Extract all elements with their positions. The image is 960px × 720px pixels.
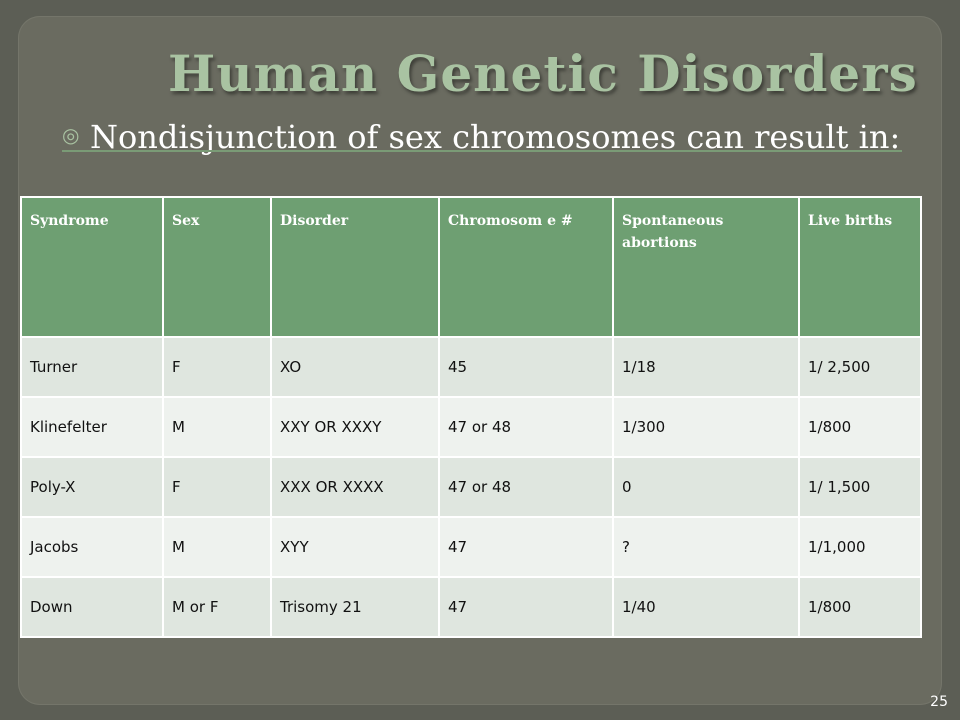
cell-spontaneous-abortions: ? (612, 516, 800, 578)
cell-disorder: XXX OR XXXX (270, 456, 440, 518)
target-bullet-icon: ◎ (62, 123, 80, 147)
table-row: Poly-X F XXX OR XXXX 47 or 48 0 1/ 1,500 (20, 456, 922, 518)
bullet-text: Nondisjunction of sex chromosomes can re… (90, 118, 901, 156)
cell-chromosome-number: 47 or 48 (438, 456, 614, 518)
cell-syndrome: Turner (20, 336, 164, 398)
header-live-births: Live births (798, 196, 922, 338)
cell-sex: M or F (162, 576, 272, 638)
cell-syndrome: Jacobs (20, 516, 164, 578)
header-disorder: Disorder (270, 196, 440, 338)
page-number: 25 (930, 694, 948, 710)
cell-spontaneous-abortions: 1/18 (612, 336, 800, 398)
cell-sex: M (162, 396, 272, 458)
cell-live-births: 1/ 1,500 (798, 456, 922, 518)
cell-disorder: Trisomy 21 (270, 576, 440, 638)
cell-spontaneous-abortions: 0 (612, 456, 800, 518)
cell-chromosome-number: 47 (438, 576, 614, 638)
header-sex: Sex (162, 196, 272, 338)
cell-chromosome-number: 45 (438, 336, 614, 398)
title-divider (62, 150, 902, 152)
slide-title: Human Genetic Disorders (168, 44, 918, 103)
disorders-table: Syndrome Sex Disorder Chromosom e # Spon… (20, 196, 922, 638)
cell-sex: F (162, 456, 272, 518)
cell-spontaneous-abortions: 1/300 (612, 396, 800, 458)
header-syndrome: Syndrome (20, 196, 164, 338)
cell-chromosome-number: 47 or 48 (438, 396, 614, 458)
table-row: Down M or F Trisomy 21 47 1/40 1/800 (20, 576, 922, 638)
cell-disorder: XXY OR XXXY (270, 396, 440, 458)
cell-syndrome: Klinefelter (20, 396, 164, 458)
bullet-point: ◎ Nondisjunction of sex chromosomes can r… (62, 108, 902, 164)
header-spontaneous-abortions: Spontaneous abortions (612, 196, 800, 338)
cell-syndrome: Down (20, 576, 164, 638)
table-row: Jacobs M XYY 47 ? 1/1,000 (20, 516, 922, 578)
cell-live-births: 1/1,000 (798, 516, 922, 578)
cell-disorder: XYY (270, 516, 440, 578)
cell-sex: F (162, 336, 272, 398)
header-chromosome-number: Chromosom e # (438, 196, 614, 338)
cell-live-births: 1/ 2,500 (798, 336, 922, 398)
cell-sex: M (162, 516, 272, 578)
table-header-row: Syndrome Sex Disorder Chromosom e # Spon… (20, 196, 922, 338)
cell-live-births: 1/800 (798, 396, 922, 458)
cell-disorder: XO (270, 336, 440, 398)
cell-syndrome: Poly-X (20, 456, 164, 518)
table-row: Turner F XO 45 1/18 1/ 2,500 (20, 336, 922, 398)
cell-spontaneous-abortions: 1/40 (612, 576, 800, 638)
cell-live-births: 1/800 (798, 576, 922, 638)
table-row: Klinefelter M XXY OR XXXY 47 or 48 1/300… (20, 396, 922, 458)
cell-chromosome-number: 47 (438, 516, 614, 578)
